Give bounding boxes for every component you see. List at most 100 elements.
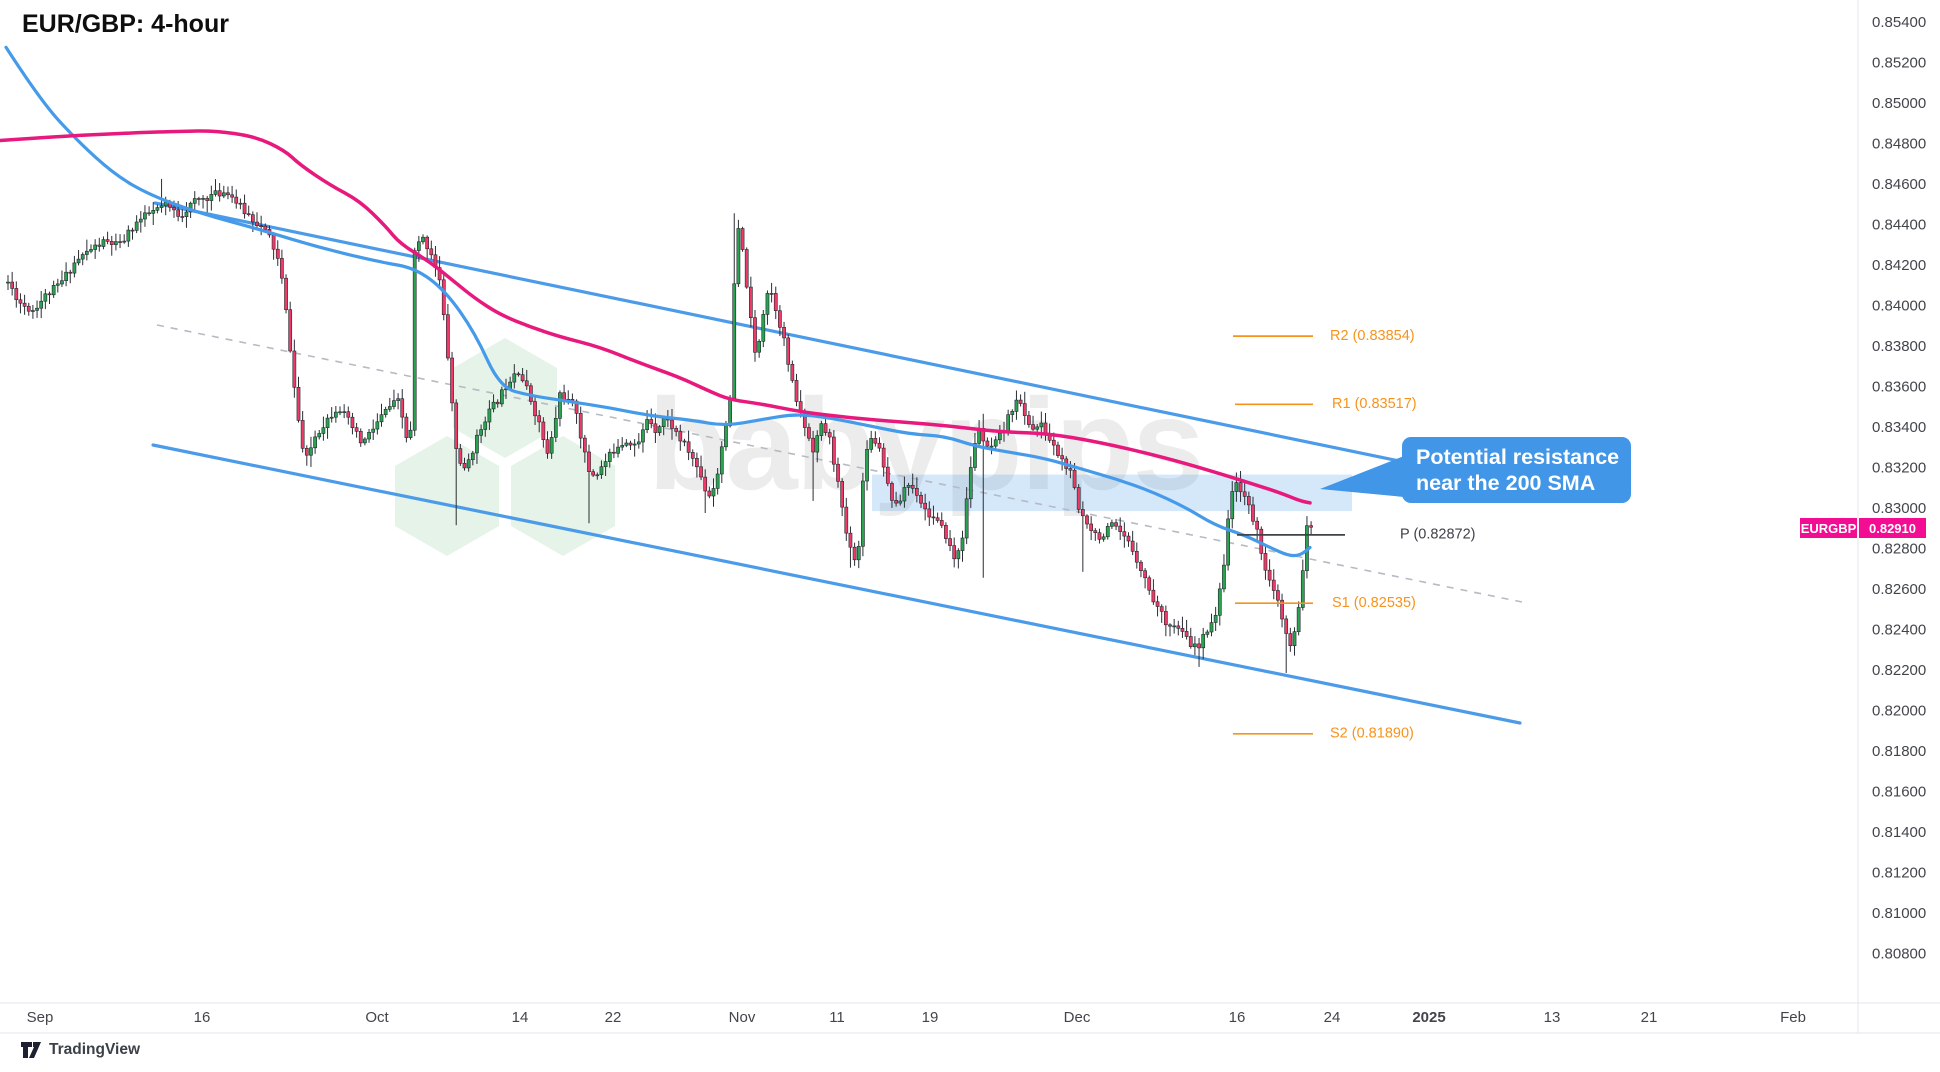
- channel-lower-line[interactable]: [151, 443, 1522, 725]
- candle-up: [499, 389, 504, 405]
- candle-up: [553, 417, 558, 438]
- candle-up: [736, 228, 741, 285]
- candle-down: [18, 299, 23, 304]
- candle-down: [259, 225, 264, 227]
- candle-down: [280, 258, 284, 279]
- candle-up: [620, 445, 625, 448]
- time-axis[interactable]: Sep 16 Oct 14 22 Nov 11 19 Dec 16 24 2025 13 21 Feb: [27, 1009, 1806, 1026]
- candle-down: [242, 202, 247, 215]
- candle-down: [690, 452, 695, 459]
- candle-down: [1280, 599, 1284, 620]
- tradingview-brand-text: TradingView: [49, 1041, 141, 1058]
- tradingview-logo-icon: [21, 1042, 41, 1058]
- candle-up: [757, 340, 761, 353]
- candle-up: [856, 545, 861, 561]
- pivot-levels: R2 (0.83854) R1 (0.83517) P (0.82872) S1 (0…: [1233, 328, 1476, 742]
- candle-down: [1309, 525, 1313, 528]
- candle-up: [93, 244, 97, 250]
- candle-down: [653, 423, 658, 433]
- tradingview-attribution[interactable]: TradingView: [21, 1041, 140, 1059]
- candle-up: [861, 480, 865, 547]
- candle-down: [1271, 579, 1276, 591]
- candle-down: [939, 520, 944, 526]
- candle-down: [674, 428, 678, 432]
- candle-up: [89, 249, 93, 252]
- candle-up: [143, 212, 147, 220]
- candle-up: [549, 437, 554, 454]
- price-axis-label: 0.81800: [1872, 743, 1926, 760]
- candle-down: [748, 286, 753, 319]
- candle-down: [914, 487, 919, 496]
- candle-up: [101, 239, 106, 247]
- price-axis-label: 0.83600: [1872, 378, 1926, 395]
- candle-up: [1010, 410, 1015, 415]
- candle-up: [209, 194, 214, 201]
- candle-down: [695, 457, 699, 468]
- candle-down: [740, 228, 745, 250]
- candle-up: [491, 401, 496, 410]
- price-axis-label: 0.81200: [1872, 864, 1926, 881]
- candle-down: [948, 538, 952, 546]
- candle-down: [1288, 633, 1293, 646]
- symbol-badge: EURGBP: [1800, 518, 1857, 538]
- candle-down: [118, 241, 122, 243]
- sma-200-line[interactable]: [0, 129, 1312, 505]
- price-axis-label: 0.85000: [1872, 95, 1926, 112]
- candle-down: [1018, 399, 1023, 404]
- annotation-callout[interactable]: Potential resistance near the 200 SMA: [1402, 437, 1631, 503]
- candle-up: [367, 431, 371, 440]
- candle-down: [985, 440, 990, 447]
- candle-up: [1193, 643, 1197, 648]
- candle-up: [383, 408, 388, 415]
- candle-up: [997, 432, 1002, 441]
- candle-down: [1056, 444, 1060, 456]
- candle-down: [703, 476, 708, 492]
- candle-down: [944, 524, 948, 539]
- candle-up: [724, 425, 728, 448]
- candle-down: [516, 373, 521, 376]
- candle-up: [338, 411, 342, 414]
- candle-up: [35, 307, 39, 311]
- candle-up: [375, 421, 380, 430]
- candle-up: [31, 310, 35, 312]
- candle-down: [628, 442, 633, 446]
- candle-down: [454, 402, 459, 449]
- candle-up: [989, 445, 994, 448]
- candle-down: [670, 419, 674, 429]
- sma-blue-line[interactable]: [4, 45, 1312, 558]
- price-axis[interactable]: 0.85400 0.85200 0.85000 0.84800 0.84600 0.844…: [1872, 14, 1926, 963]
- candle-down: [109, 241, 114, 245]
- candle-down: [1188, 636, 1193, 647]
- candle-down: [350, 416, 355, 429]
- candle-down: [346, 411, 351, 418]
- candle-up: [641, 429, 645, 443]
- candle-down: [1134, 550, 1139, 563]
- time-axis-label: Dec: [1064, 1009, 1091, 1026]
- candle-down: [890, 483, 894, 501]
- candle-down: [1060, 455, 1064, 460]
- candle-up: [51, 284, 56, 296]
- candle-down: [753, 317, 757, 353]
- candle-up: [869, 438, 874, 450]
- candle-down: [541, 421, 546, 441]
- time-axis-label: Oct: [365, 1009, 389, 1026]
- candle-down: [1180, 627, 1185, 632]
- candle-down: [1147, 577, 1152, 591]
- candle-up: [392, 400, 396, 407]
- candle-down: [358, 430, 363, 444]
- candle-down: [827, 432, 832, 438]
- price-axis-label: 0.82000: [1872, 702, 1926, 719]
- time-axis-label: 21: [1641, 1009, 1658, 1026]
- price-axis-label: 0.85400: [1872, 14, 1926, 31]
- pivot-label: R2 (0.83854): [1330, 328, 1415, 344]
- candle-down: [537, 415, 542, 423]
- candle-up: [607, 451, 612, 462]
- candle-up: [960, 537, 965, 551]
- candle-down: [147, 212, 151, 215]
- candle-up: [902, 487, 907, 502]
- candle-up: [126, 229, 131, 242]
- price-axis-label: 0.84000: [1872, 297, 1926, 314]
- candle-up: [1234, 482, 1239, 492]
